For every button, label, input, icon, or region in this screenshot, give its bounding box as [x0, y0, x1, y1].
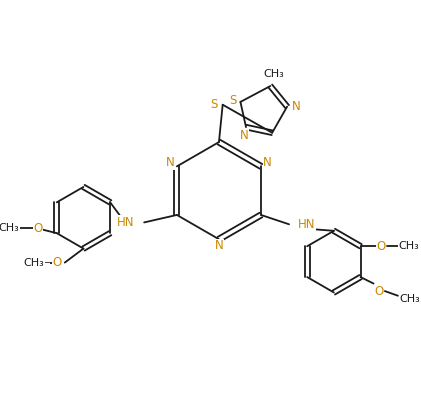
Text: N: N: [215, 239, 223, 252]
Text: CH₃: CH₃: [24, 258, 44, 268]
Text: O: O: [33, 222, 43, 235]
Text: O: O: [376, 240, 386, 253]
Text: CH₃: CH₃: [400, 294, 421, 304]
Text: CH₃: CH₃: [264, 69, 285, 79]
Text: O: O: [53, 256, 62, 269]
Text: O: O: [375, 284, 384, 298]
Text: N: N: [240, 129, 248, 142]
Text: HN: HN: [117, 216, 135, 229]
Text: CH₃: CH₃: [0, 224, 19, 234]
Text: N: N: [166, 156, 175, 169]
Text: HN: HN: [298, 218, 316, 231]
Text: N: N: [263, 156, 272, 169]
Text: S: S: [229, 94, 237, 106]
Text: —: —: [39, 258, 49, 268]
Text: S: S: [210, 98, 218, 111]
Text: CH₃: CH₃: [399, 241, 419, 251]
Text: N: N: [292, 100, 301, 113]
